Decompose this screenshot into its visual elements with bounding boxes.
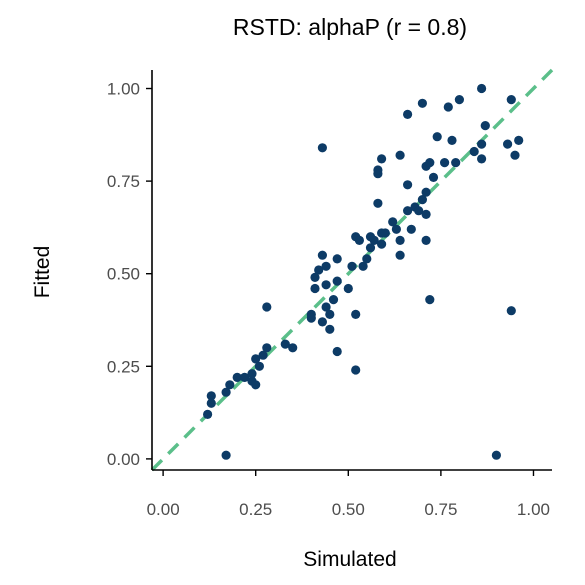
data-point <box>395 150 405 160</box>
data-point <box>477 154 487 164</box>
x-axis-title: Simulated <box>303 548 396 571</box>
data-point <box>388 217 398 227</box>
data-point <box>321 280 331 290</box>
data-point <box>332 254 342 264</box>
data-point <box>477 139 487 149</box>
data-point <box>258 350 268 360</box>
data-point <box>225 380 235 390</box>
data-point <box>443 102 453 112</box>
data-point <box>440 158 450 168</box>
data-point <box>351 309 361 319</box>
data-point <box>395 250 405 260</box>
data-point <box>406 224 416 234</box>
data-point <box>362 254 372 264</box>
data-point <box>451 158 461 168</box>
data-point <box>328 295 339 305</box>
data-point <box>395 235 405 245</box>
data-point <box>317 143 327 153</box>
data-point <box>232 372 242 382</box>
data-point <box>421 235 431 245</box>
data-point <box>380 228 390 238</box>
x-tick-label: 1.00 <box>517 500 550 519</box>
data-point <box>428 172 439 182</box>
data-point <box>506 306 516 316</box>
data-point <box>317 250 327 260</box>
y-tick-label: 0.50 <box>107 265 140 284</box>
data-point <box>358 261 368 271</box>
y-tick-label: 0.25 <box>107 357 140 376</box>
data-point <box>351 365 361 375</box>
data-point <box>373 165 383 175</box>
data-point <box>206 391 216 401</box>
data-point <box>310 283 320 294</box>
chart-title: RSTD: alphaP (r = 0.8) <box>233 14 467 40</box>
data-point <box>251 354 261 364</box>
data-point <box>373 198 383 208</box>
data-point <box>262 302 272 312</box>
data-point <box>417 195 427 205</box>
data-point <box>332 276 342 286</box>
data-point <box>417 98 427 108</box>
data-point <box>321 302 331 312</box>
y-tick-label: 1.00 <box>107 80 140 99</box>
data-point <box>425 158 435 168</box>
data-point <box>251 380 261 390</box>
data-point <box>354 235 364 245</box>
data-point <box>514 135 524 145</box>
y-axis-title: Fitted <box>31 246 54 299</box>
data-point <box>403 180 413 190</box>
data-point <box>414 206 424 216</box>
data-point <box>421 187 431 197</box>
data-point <box>403 206 413 216</box>
data-point <box>288 343 298 353</box>
data-point <box>510 150 520 160</box>
data-point <box>425 295 435 305</box>
data-point <box>365 243 376 253</box>
data-point <box>506 95 516 105</box>
data-point <box>306 313 316 323</box>
data-point <box>447 135 457 145</box>
data-point <box>454 95 464 105</box>
data-point <box>280 339 290 349</box>
plot-area <box>150 68 554 472</box>
data-point <box>221 387 231 397</box>
data-point <box>491 450 501 460</box>
data-point <box>369 235 379 245</box>
data-point <box>421 209 431 219</box>
data-point <box>332 346 342 357</box>
x-tick-label: 0.00 <box>147 500 180 519</box>
data-point <box>221 450 231 460</box>
y-tick-label: 0.00 <box>107 450 140 469</box>
data-point <box>262 343 272 353</box>
x-tick-label: 0.25 <box>239 500 272 519</box>
y-tick-label: 0.75 <box>107 172 140 191</box>
data-point <box>321 261 331 271</box>
data-point <box>317 317 327 327</box>
data-point <box>325 309 335 319</box>
data-point <box>247 369 257 379</box>
data-point <box>206 398 216 408</box>
x-axis-ticks: 0.00 0.25 0.50 0.75 1.00 <box>147 470 550 519</box>
data-point <box>240 372 250 382</box>
data-point <box>325 324 335 334</box>
data-point <box>480 121 490 131</box>
data-point <box>432 132 442 142</box>
data-point <box>203 409 213 419</box>
data-point <box>347 261 357 271</box>
x-tick-label: 0.50 <box>332 500 365 519</box>
data-point <box>503 139 513 149</box>
data-point <box>477 83 487 94</box>
x-tick-label: 0.75 <box>424 500 457 519</box>
data-point <box>254 361 264 371</box>
data-point <box>314 265 324 275</box>
data-point <box>310 272 320 282</box>
y-axis-ticks: 0.00 0.25 0.50 0.75 1.00 <box>107 80 152 469</box>
data-point <box>377 239 387 249</box>
data-point <box>391 224 401 234</box>
data-point <box>469 146 479 157</box>
data-point <box>403 109 413 119</box>
data-point <box>377 154 387 164</box>
data-point <box>343 283 353 294</box>
